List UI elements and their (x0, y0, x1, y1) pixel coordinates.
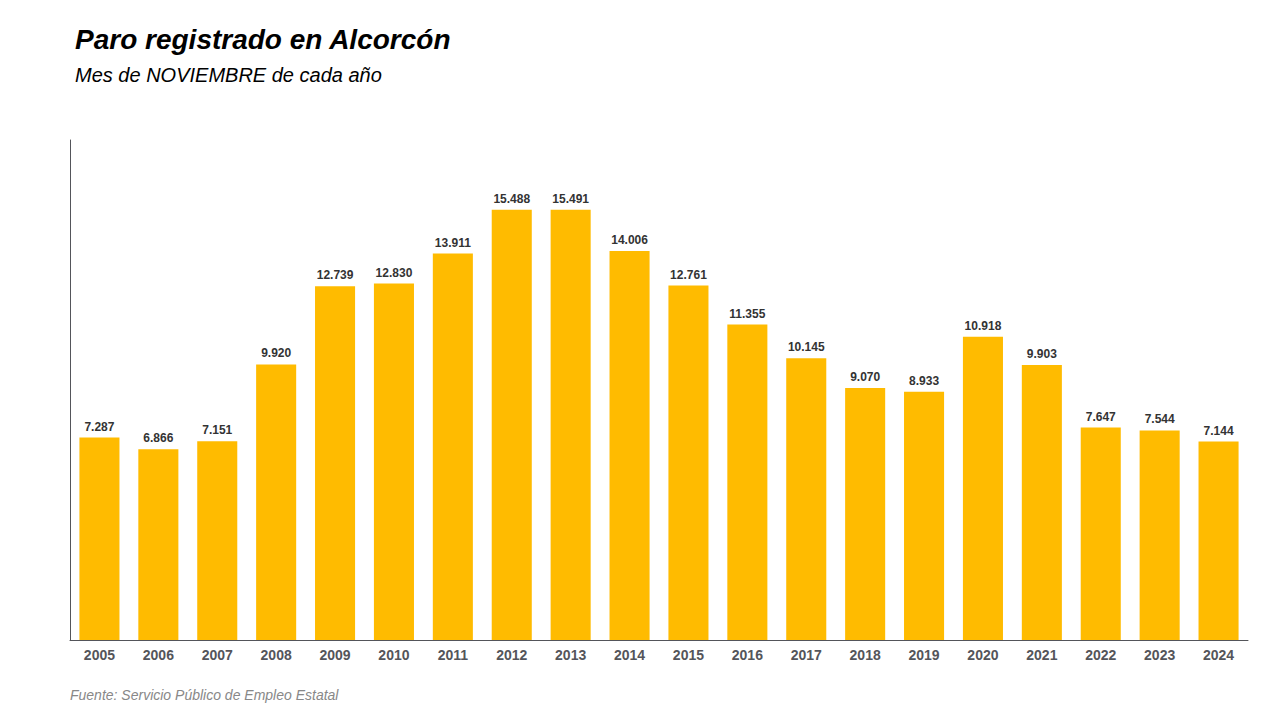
svg-text:10.918: 10.918 (965, 319, 1002, 333)
svg-text:10.145: 10.145 (788, 340, 825, 354)
svg-text:14.006: 14.006 (611, 233, 648, 247)
svg-text:2015: 2015 (673, 647, 704, 663)
svg-text:2020: 2020 (967, 647, 998, 663)
svg-text:15.491: 15.491 (552, 192, 589, 206)
svg-text:2010: 2010 (378, 647, 409, 663)
svg-text:2006: 2006 (143, 647, 174, 663)
svg-text:6.866: 6.866 (143, 431, 173, 445)
svg-text:11.355: 11.355 (729, 307, 765, 321)
svg-text:9.920: 9.920 (261, 346, 291, 360)
svg-text:2014: 2014 (614, 647, 645, 663)
svg-text:2011: 2011 (438, 647, 469, 663)
svg-text:2013: 2013 (555, 647, 586, 663)
svg-text:9.903: 9.903 (1027, 347, 1057, 361)
svg-text:2005: 2005 (84, 647, 115, 663)
svg-text:7.544: 7.544 (1145, 412, 1175, 426)
svg-text:2017: 2017 (791, 647, 822, 663)
svg-text:2018: 2018 (850, 647, 881, 663)
svg-text:12.761: 12.761 (670, 268, 707, 282)
svg-text:2022: 2022 (1085, 647, 1116, 663)
svg-text:13.911: 13.911 (435, 236, 471, 250)
svg-text:Fuente: Servicio Público de Em: Fuente: Servicio Público de Empleo Estat… (70, 687, 339, 703)
svg-text:2019: 2019 (908, 647, 939, 663)
svg-text:7.144: 7.144 (1204, 424, 1234, 438)
svg-text:Paro registrado en Alcorcón: Paro registrado en Alcorcón (75, 24, 451, 55)
svg-text:2023: 2023 (1144, 647, 1175, 663)
svg-text:9.070: 9.070 (850, 370, 880, 384)
svg-text:2007: 2007 (202, 647, 233, 663)
svg-text:Mes de NOVIEMBRE de cada año: Mes de NOVIEMBRE de cada año (75, 64, 382, 86)
svg-text:2009: 2009 (319, 647, 350, 663)
svg-text:2008: 2008 (261, 647, 292, 663)
svg-text:7.151: 7.151 (202, 423, 232, 437)
svg-text:2024: 2024 (1203, 647, 1234, 663)
svg-text:7.647: 7.647 (1086, 410, 1116, 424)
svg-text:2012: 2012 (496, 647, 527, 663)
svg-text:2021: 2021 (1026, 647, 1057, 663)
svg-text:15.488: 15.488 (493, 192, 530, 206)
svg-text:7.287: 7.287 (84, 420, 114, 434)
svg-text:8.933: 8.933 (909, 374, 939, 388)
svg-text:12.739: 12.739 (317, 268, 354, 282)
svg-text:12.830: 12.830 (376, 266, 413, 280)
svg-text:2016: 2016 (732, 647, 763, 663)
